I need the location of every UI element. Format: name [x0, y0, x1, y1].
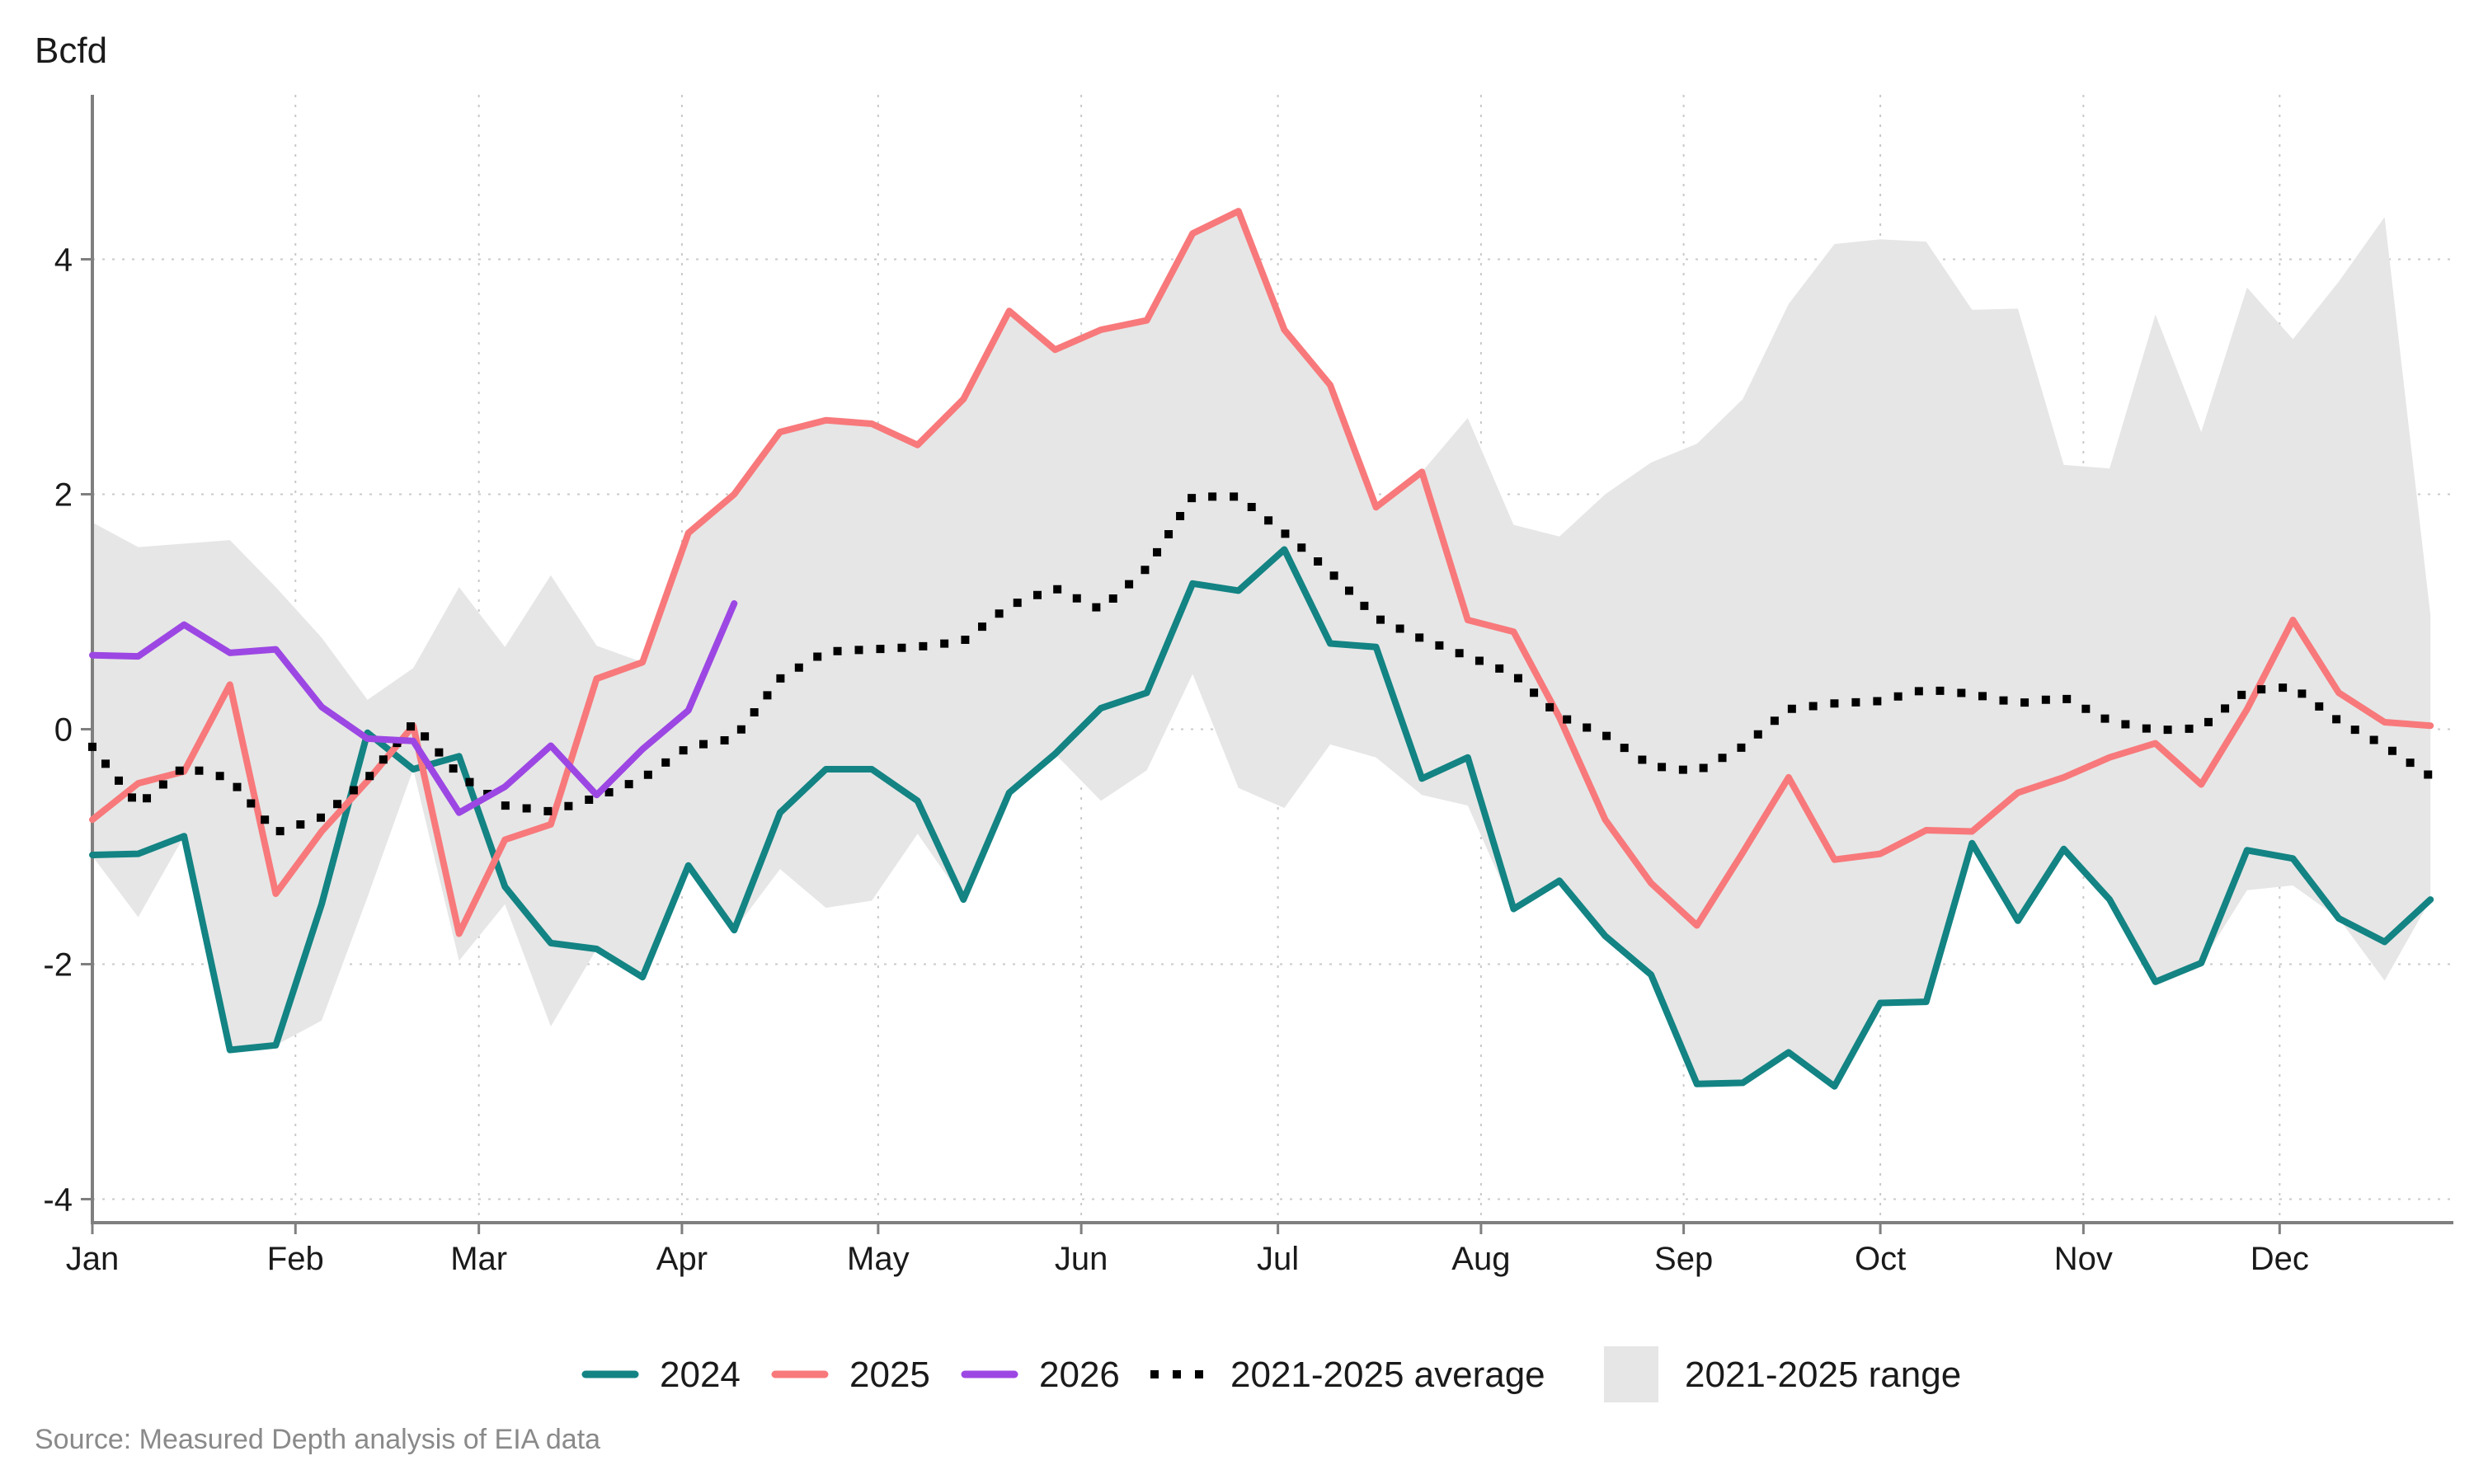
series-line-2025	[89, 208, 2434, 937]
x-tick-label: Nov	[2054, 1241, 2113, 1277]
y-tick-label: 0	[54, 712, 73, 749]
range-band-layer	[92, 211, 2431, 1087]
x-tick-label: Oct	[1855, 1241, 1906, 1277]
y-tick-label: -2	[43, 947, 73, 984]
legend-item-2024: 2024	[581, 1355, 741, 1395]
y-tick-label: 2	[54, 477, 73, 514]
legend: 2024 2025 2026 2021-2025 average 2021-2025 r…	[581, 1346, 1961, 1402]
x-tick-label: May	[847, 1241, 910, 1277]
legend-item-2021-2025-range: 2021-2025 range	[1604, 1346, 1961, 1402]
legend-label: 2024	[660, 1355, 741, 1395]
series-layer	[86, 208, 2437, 1090]
source-note: Source: Measured Depth analysis of EIA d…	[35, 1424, 600, 1455]
y-tick-label: 4	[54, 242, 73, 279]
y-axis-unit-label: Bcfd	[35, 31, 107, 71]
legend-label: 2025	[849, 1355, 930, 1395]
x-tick-label: Sep	[1654, 1241, 1713, 1277]
x-tick-label: Feb	[267, 1241, 324, 1277]
x-tick-label: Apr	[656, 1241, 708, 1277]
legend-label: 2026	[1039, 1355, 1120, 1395]
legend-item-2026: 2026	[961, 1355, 1120, 1395]
x-tick-label: Mar	[450, 1241, 507, 1277]
legend-label: 2021-2025 range	[1685, 1355, 1961, 1395]
x-tick-label: Aug	[1451, 1241, 1510, 1277]
x-tick-label: Dec	[2251, 1241, 2309, 1277]
tick-labels: -4 -2 0 2 4 Jan Feb Mar Apr May Jun Jul Aug Sep Oct Nov…	[43, 242, 2308, 1278]
series-line-2024	[89, 546, 2434, 1090]
y-tick-label: -4	[43, 1182, 73, 1219]
legend-label: 2021-2025 average	[1230, 1355, 1545, 1395]
x-tick-label: Jan	[66, 1241, 120, 1277]
legend-item-2025: 2025	[771, 1355, 930, 1395]
legend-item-2021-2025-average: 2021-2025 average	[1150, 1355, 1545, 1395]
axes	[81, 95, 2453, 1234]
x-tick-label: Jun	[1055, 1241, 1108, 1277]
x-tick-label: Jul	[1257, 1241, 1299, 1277]
legend-swatch	[1604, 1346, 1658, 1402]
range-band	[92, 211, 2431, 1087]
series-line-2026	[89, 600, 738, 816]
